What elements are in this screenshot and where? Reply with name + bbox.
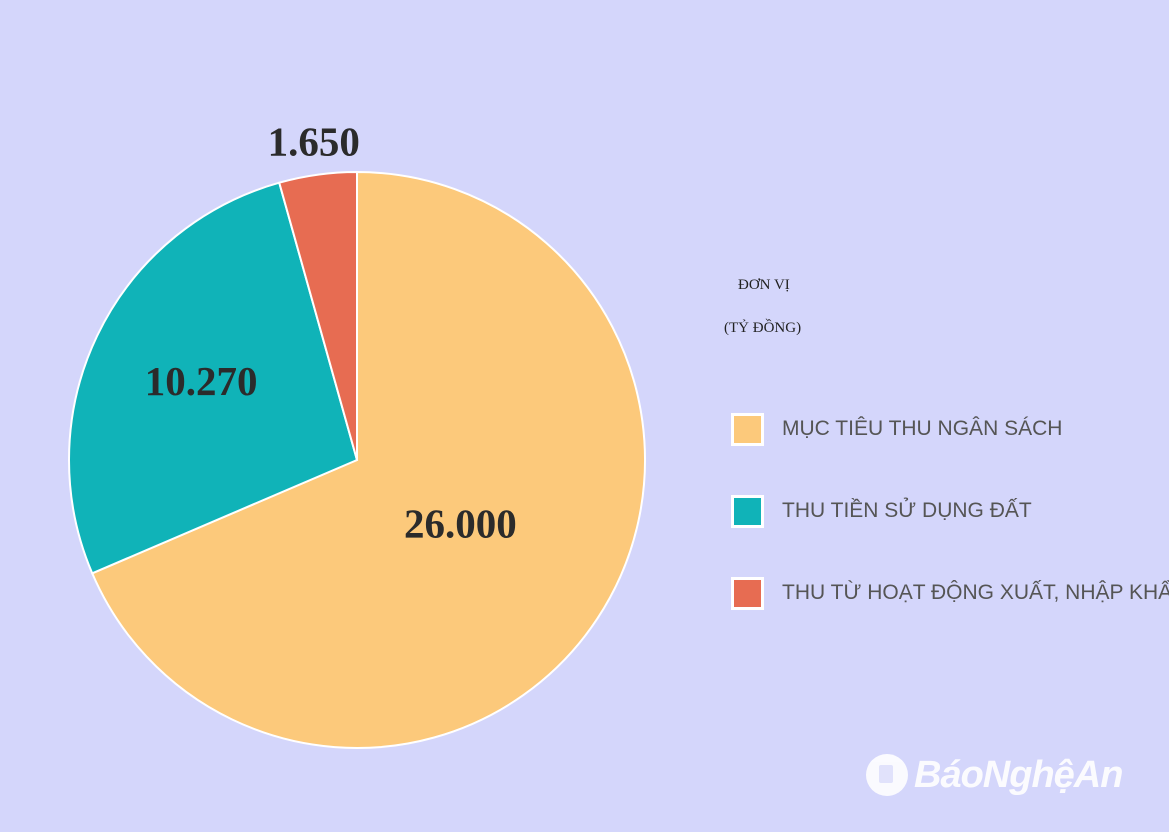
pie-value-labels: 26.000 10.270 1.650: [145, 119, 517, 547]
legend-item-land-use: THU TIỀN SỬ DỤNG ĐẤT: [731, 492, 1161, 530]
newspaper-logo-icon: [866, 754, 908, 796]
watermark-text: BáoNghệAn: [914, 753, 1123, 796]
pie-slice-budget-target: [90, 170, 646, 749]
value-label-land-use: 10.270: [145, 358, 258, 404]
unit-label-line1: ĐƠN VỊ: [738, 277, 790, 293]
legend-swatch-budget-target: [731, 412, 764, 446]
pie-slice-land-use: [68, 181, 359, 575]
legend-swatch-import-export: [731, 576, 764, 610]
legend-swatch-land-use: [731, 494, 764, 528]
pie-slices: [68, 170, 646, 749]
value-label-budget-target: 26.000: [404, 501, 517, 547]
legend-item-budget-target: MỤC TIÊU THU NGÂN SÁCH: [731, 410, 1161, 448]
value-label-import-export: 1.650: [268, 119, 360, 165]
unit-label-line2: (TỶ ĐỒNG): [724, 320, 802, 336]
legend-label-budget-target: MỤC TIÊU THU NGÂN SÁCH: [782, 417, 1063, 440]
legend: MỤC TIÊU THU NGÂN SÁCH THU TIỀN SỬ DỤNG …: [731, 410, 1169, 656]
legend-label-import-export: THU TỪ HOẠT ĐỘNG XUẤT, NHẬP KHẨU: [782, 581, 1169, 604]
legend-item-import-export: THU TỪ HOẠT ĐỘNG XUẤT, NHẬP KHẨU: [731, 574, 1169, 612]
legend-label-land-use: THU TIỀN SỬ DỤNG ĐẤT: [782, 499, 1032, 522]
pie-slice-import-export: [278, 170, 358, 461]
watermark: BáoNghệAn: [866, 748, 1123, 802]
